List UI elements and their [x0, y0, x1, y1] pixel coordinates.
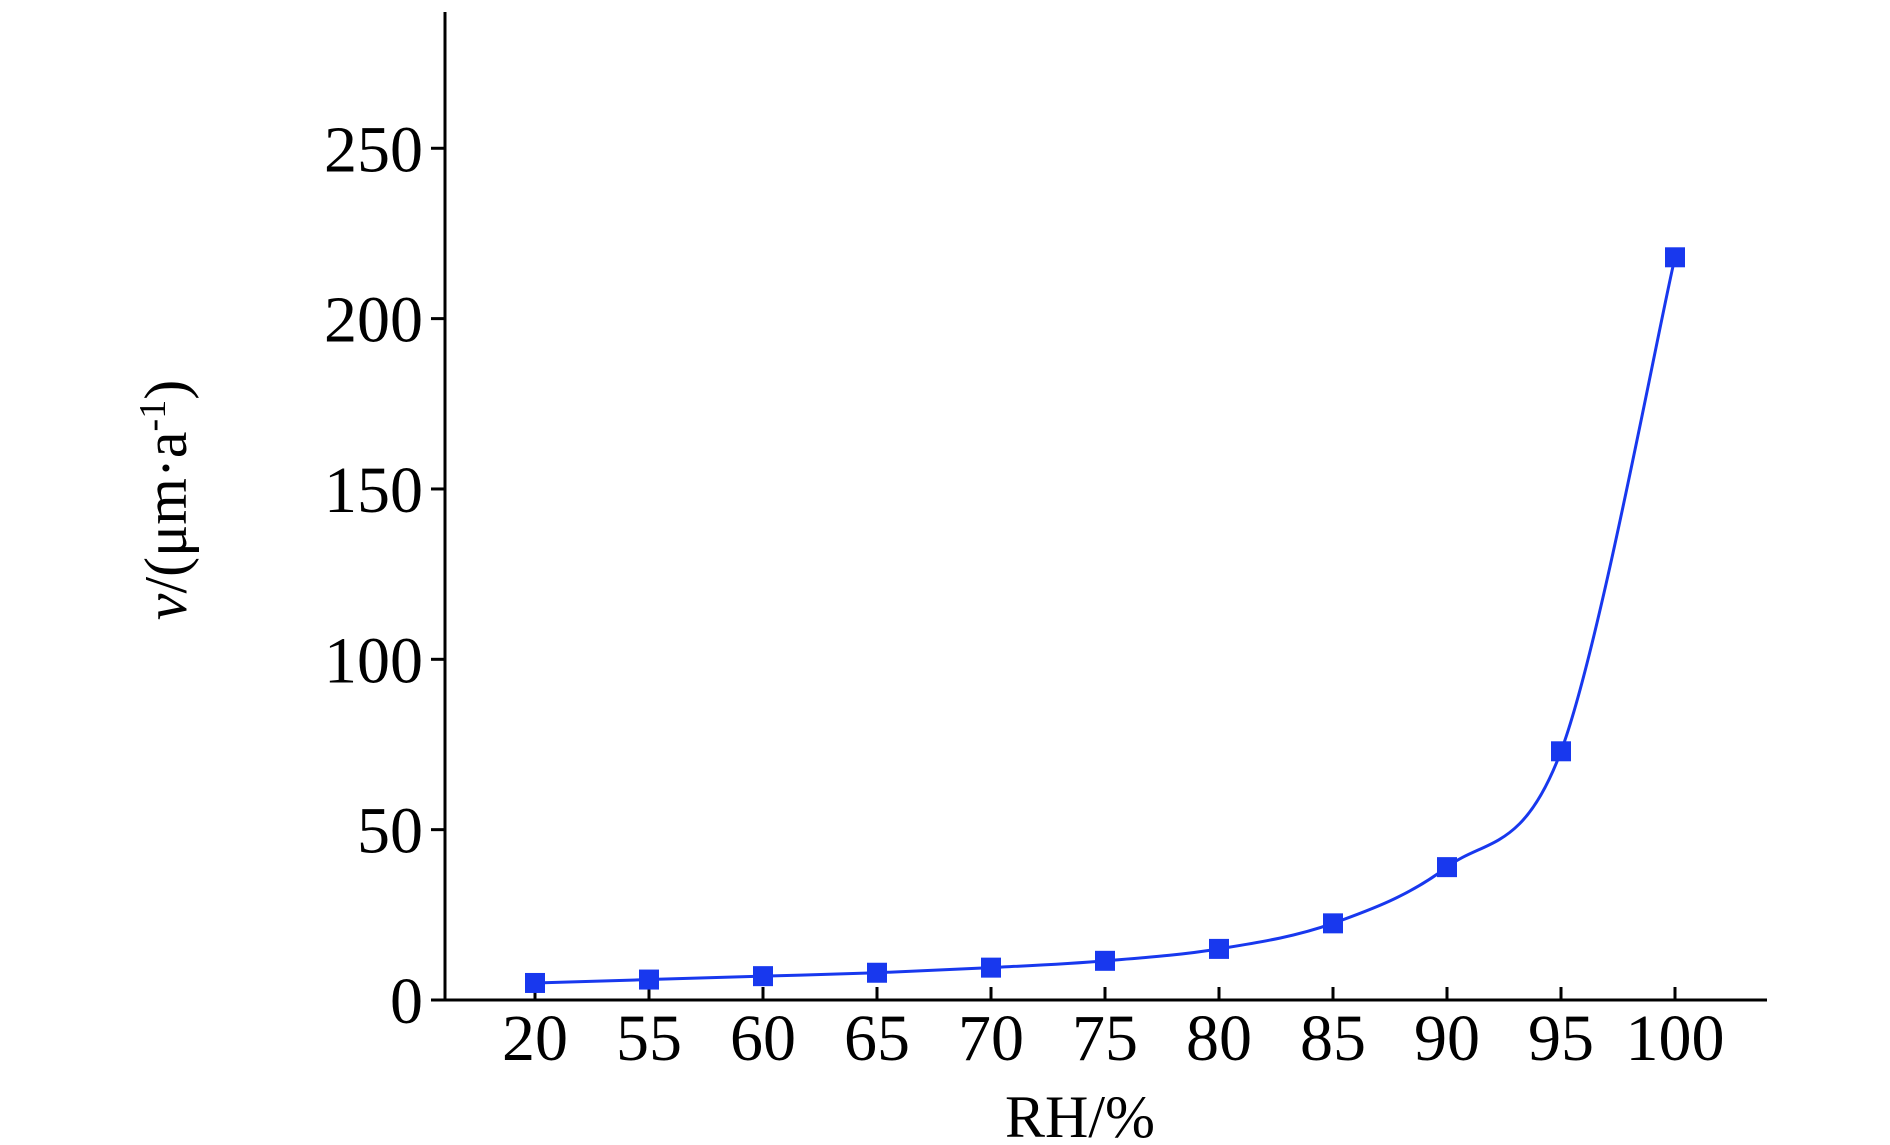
y-axis-title-superscript: -1 — [132, 400, 174, 432]
x-tick-label: 75 — [1072, 1002, 1138, 1075]
y-axis-title-close: ) — [133, 380, 199, 400]
y-tick-label: 250 — [324, 113, 423, 186]
y-axis-title: v/(μm·a-1) — [132, 380, 199, 620]
y-tick-label: 100 — [324, 624, 423, 697]
x-tick-label: 55 — [616, 1002, 682, 1075]
x-tick-label: 80 — [1186, 1002, 1252, 1075]
data-point-marker — [1095, 950, 1115, 971]
data-point-marker — [525, 972, 545, 993]
x-axis-title: RH/% — [1005, 1084, 1155, 1145]
data-point-marker — [1323, 913, 1343, 934]
x-tick-label: 70 — [958, 1002, 1024, 1075]
data-point-marker — [1665, 247, 1685, 268]
y-axis-title-variable: v — [133, 593, 199, 620]
x-tick-label: 20 — [502, 1002, 568, 1075]
x-tick-label: 90 — [1414, 1002, 1480, 1075]
data-point-marker — [639, 969, 659, 990]
x-axis-ticks: 20 55 60 65 70 75 80 85 90 95 100 — [502, 987, 1725, 1075]
data-point-marker — [867, 962, 887, 983]
data-point-marker — [1437, 857, 1457, 878]
x-tick-label: 65 — [844, 1002, 910, 1075]
y-tick-label: 50 — [357, 795, 423, 868]
x-tick-label: 60 — [730, 1002, 796, 1075]
x-tick-label: 85 — [1300, 1002, 1366, 1075]
y-axis-ticks: 0 50 100 150 200 250 — [324, 113, 445, 1038]
x-tick-label: 95 — [1528, 1002, 1594, 1075]
y-tick-label: 150 — [324, 454, 423, 527]
data-point-marker — [1209, 938, 1229, 959]
data-point-marker — [753, 966, 773, 987]
series-line — [534, 256, 1677, 985]
data-point-marker — [981, 957, 1001, 978]
y-axis-title-unit: /(μm·a — [133, 431, 199, 593]
series-markers — [525, 247, 1685, 993]
y-tick-label: 200 — [324, 284, 423, 357]
x-tick-label: 100 — [1626, 1002, 1725, 1075]
y-tick-label: 0 — [390, 965, 423, 1038]
data-point-marker — [1551, 741, 1571, 762]
